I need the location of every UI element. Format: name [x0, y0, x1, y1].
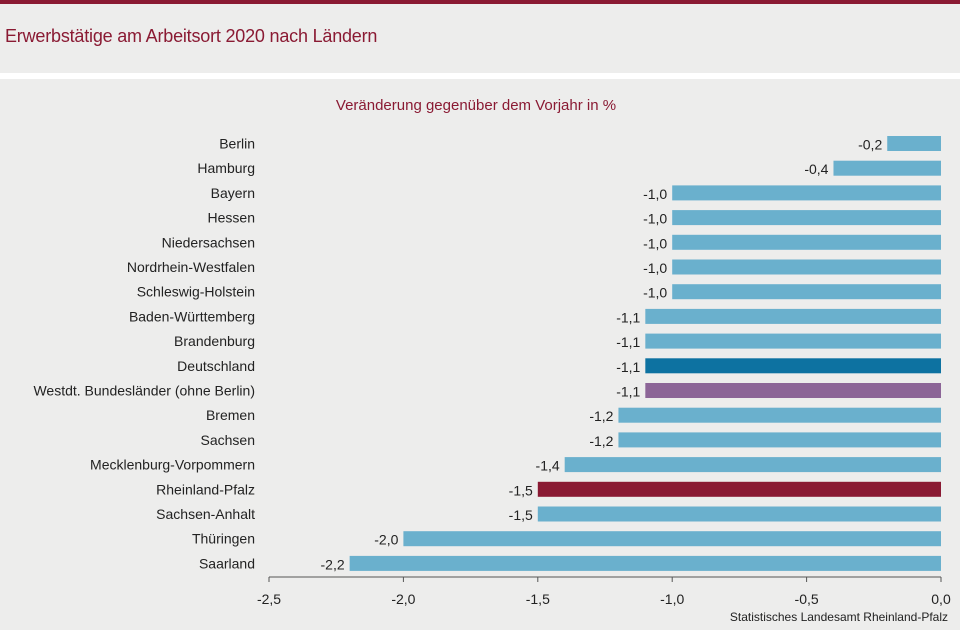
chart-title-text: Veränderung gegenüber dem Vorjahr in % [335, 97, 617, 114]
category-label: Thüringen [192, 531, 255, 547]
category-label: Sachsen [201, 432, 255, 448]
x-tick-label: -2,5 [257, 591, 281, 607]
category-label: Hamburg [197, 160, 255, 176]
source-note: Statistisches Landesamt Rheinland-Pfalz [729, 610, 948, 624]
data-label: -1,2 [589, 433, 613, 449]
bar [645, 333, 941, 349]
category-label: Brandenburg [174, 333, 255, 349]
category-label: Nordrhein-Westfalen [127, 259, 255, 275]
data-label: -0,2 [858, 137, 882, 153]
x-tick-label: -2,0 [391, 591, 415, 607]
bar [564, 457, 941, 473]
data-label: -1,1 [616, 309, 640, 325]
category-label: Niedersachsen [162, 234, 255, 250]
x-tick-label: -1,0 [660, 591, 684, 607]
data-label: -1,1 [616, 334, 640, 350]
header-divider [0, 73, 960, 79]
data-label: -1,4 [536, 458, 560, 474]
data-label: -1,2 [589, 408, 613, 424]
data-label: -1,0 [643, 260, 667, 276]
bar [537, 506, 941, 522]
data-label: -2,0 [374, 532, 398, 548]
category-label: Rheinland-Pfalz [156, 481, 255, 497]
data-label: -1,0 [643, 186, 667, 202]
data-label: -2,2 [321, 556, 345, 572]
data-label: -1,1 [616, 359, 640, 375]
category-label: Schleswig-Holstein [137, 284, 255, 300]
data-label: -1,0 [643, 285, 667, 301]
bar [833, 160, 941, 176]
x-tick-label: -0,5 [795, 591, 819, 607]
data-label: -1,5 [509, 507, 533, 523]
category-label: Mecklenburg-Vorpommern [90, 457, 255, 473]
bar [672, 234, 941, 250]
data-label: -0,4 [804, 161, 828, 177]
bar [645, 383, 941, 398]
bar [887, 136, 941, 151]
bar [672, 210, 941, 226]
category-label: Westdt. Bundesländer (ohne Berlin) [33, 383, 255, 399]
bar [672, 284, 941, 300]
x-tick-label: -1,5 [526, 591, 550, 607]
page-title: Erwerbstätige am Arbeitsort 2020 nach Lä… [5, 26, 378, 46]
bar [537, 481, 941, 497]
bar [618, 407, 941, 423]
bar [672, 185, 941, 201]
bar [618, 432, 941, 448]
bar [349, 555, 941, 571]
data-label: -1,1 [616, 384, 640, 400]
category-label: Saarland [199, 555, 255, 571]
top-accent-bar [0, 0, 960, 4]
bar [645, 308, 941, 324]
bar [672, 259, 941, 275]
category-label: Berlin [219, 136, 255, 152]
category-label: Bayern [211, 185, 255, 201]
data-label: -1,5 [509, 482, 533, 498]
x-tick-label: 0,0 [931, 591, 951, 607]
category-label: Hessen [208, 210, 255, 226]
category-label: Baden-Württemberg [129, 308, 255, 324]
bar [403, 531, 941, 547]
chart-title: Veränderung gegenüber dem Vorjahr in % [0, 97, 960, 114]
data-label: -1,0 [643, 211, 667, 227]
data-label: -1,0 [643, 235, 667, 251]
bar [645, 358, 941, 374]
category-label: Sachsen-Anhalt [156, 506, 255, 522]
category-label: Bremen [206, 407, 255, 423]
category-label: Deutschland [177, 358, 255, 374]
